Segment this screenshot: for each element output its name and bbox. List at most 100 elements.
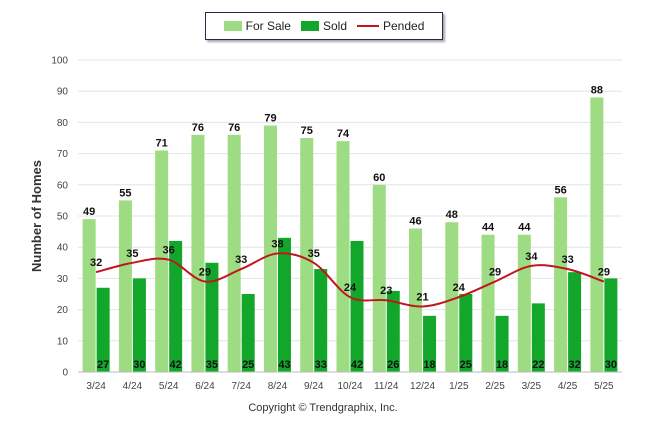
data-label-sold-2/25: 18 <box>496 359 508 371</box>
bar-for-sale-2/25 <box>481 234 495 372</box>
data-label-pended-10/24: 24 <box>344 282 357 294</box>
bar-sold-5/25 <box>604 278 618 372</box>
data-label-sold-7/24: 25 <box>242 359 254 371</box>
data-label-pended-1/25: 24 <box>453 282 466 294</box>
bar-for-sale-3/24 <box>82 219 96 372</box>
bar-sold-1/25 <box>459 294 473 372</box>
data-label-pended-4/24: 35 <box>126 248 138 260</box>
data-label-sold-11/24: 26 <box>387 359 399 371</box>
y-tick-label-80: 80 <box>57 118 69 129</box>
y-tick-label-30: 30 <box>57 274 69 285</box>
x-tick-label-2/25: 2/25 <box>485 381 505 392</box>
x-tick-label-8/24: 8/24 <box>268 381 288 392</box>
data-label-pended-6/24: 29 <box>199 267 211 279</box>
data-label-sold-8/24: 43 <box>278 359 290 371</box>
x-tick-label-12/24: 12/24 <box>410 381 435 392</box>
data-label-for-sale-10/24: 74 <box>337 128 350 140</box>
data-label-pended-4/25: 33 <box>561 254 573 266</box>
data-label-sold-5/25: 30 <box>605 359 617 371</box>
y-tick-label-50: 50 <box>57 212 69 223</box>
x-tick-label-9/24: 9/24 <box>304 381 324 392</box>
x-tick-label-5/24: 5/24 <box>159 381 179 392</box>
data-label-sold-12/24: 18 <box>423 359 435 371</box>
y-tick-label-60: 60 <box>57 180 69 191</box>
copyright-text: Copyright © Trendgraphix, Inc. <box>248 402 398 414</box>
data-label-sold-9/24: 33 <box>315 359 327 371</box>
bar-for-sale-5/25 <box>590 97 604 372</box>
data-label-for-sale-1/25: 48 <box>446 209 458 221</box>
data-label-for-sale-6/24: 76 <box>192 122 204 134</box>
data-label-for-sale-8/24: 79 <box>264 113 276 125</box>
data-label-sold-1/25: 25 <box>460 359 472 371</box>
data-label-pended-5/25: 29 <box>598 267 610 279</box>
bar-for-sale-12/24 <box>409 228 423 372</box>
data-label-pended-11/24: 23 <box>380 285 392 297</box>
pended-swatch <box>357 25 379 27</box>
data-label-for-sale-5/25: 88 <box>591 84 603 96</box>
data-label-pended-8/24: 38 <box>271 238 283 250</box>
bar-for-sale-9/24 <box>300 138 314 372</box>
y-tick-label-40: 40 <box>57 243 69 254</box>
data-label-sold-5/24: 42 <box>170 359 182 371</box>
y-tick-label-0: 0 <box>62 368 68 379</box>
data-label-sold-10/24: 42 <box>351 359 363 371</box>
bar-for-sale-4/24 <box>118 200 132 372</box>
data-label-sold-6/24: 35 <box>206 359 218 371</box>
x-tick-label-10/24: 10/24 <box>337 381 362 392</box>
legend-label-sold: Sold <box>322 19 347 33</box>
data-label-pended-3/25: 34 <box>525 251 538 263</box>
x-tick-label-11/24: 11/24 <box>374 381 399 392</box>
for-sale-swatch <box>223 21 242 31</box>
bar-sold-3/24 <box>96 287 110 372</box>
legend: For Sale Sold Pended <box>205 12 443 40</box>
bar-sold-4/24 <box>132 278 146 372</box>
data-label-pended-2/25: 29 <box>489 267 501 279</box>
bar-sold-2/25 <box>495 315 509 372</box>
bar-for-sale-1/25 <box>445 222 459 372</box>
x-tick-label-3/24: 3/24 <box>86 381 106 392</box>
bar-for-sale-5/24 <box>155 150 169 372</box>
bar-sold-10/24 <box>350 240 364 372</box>
bar-for-sale-6/24 <box>191 134 205 372</box>
bar-for-sale-11/24 <box>372 184 386 372</box>
x-tick-label-1/25: 1/25 <box>449 381 469 392</box>
pended-line <box>95 252 605 308</box>
y-axis-label: Number of Homes <box>29 160 44 272</box>
data-label-pended-3/24: 32 <box>90 257 102 269</box>
legend-item-pended: Pended <box>357 19 424 33</box>
data-label-pended-5/24: 36 <box>163 245 175 257</box>
x-tick-label-4/25: 4/25 <box>558 381 578 392</box>
data-label-pended-9/24: 35 <box>308 248 320 260</box>
y-tick-label-100: 100 <box>51 56 68 67</box>
data-label-for-sale-4/25: 56 <box>554 184 566 196</box>
x-tick-label-7/24: 7/24 <box>231 381 251 392</box>
sold-swatch <box>300 21 319 31</box>
x-tick-label-6/24: 6/24 <box>195 381 215 392</box>
bar-sold-9/24 <box>314 269 328 372</box>
data-label-for-sale-3/25: 44 <box>518 222 531 234</box>
bar-for-sale-8/24 <box>263 125 277 373</box>
bar-sold-7/24 <box>241 294 255 372</box>
bar-for-sale-4/25 <box>554 197 568 372</box>
legend-item-sold: Sold <box>300 19 347 33</box>
data-label-sold-4/24: 30 <box>133 359 145 371</box>
y-tick-label-90: 90 <box>57 87 69 98</box>
bar-sold-4/25 <box>568 272 582 372</box>
bar-sold-8/24 <box>277 237 291 372</box>
x-tick-label-5/25: 5/25 <box>594 381 614 392</box>
bar-sold-3/25 <box>531 303 545 372</box>
data-label-pended-7/24: 33 <box>235 254 247 266</box>
y-tick-label-70: 70 <box>57 149 69 160</box>
y-tick-label-10: 10 <box>57 336 69 347</box>
bar-for-sale-10/24 <box>336 141 350 372</box>
data-label-for-sale-9/24: 75 <box>301 125 313 137</box>
data-label-sold-4/25: 32 <box>568 359 580 371</box>
bar-sold-5/24 <box>169 240 183 372</box>
data-label-for-sale-4/24: 55 <box>119 187 131 199</box>
data-label-pended-12/24: 21 <box>416 291 428 303</box>
legend-label-for-sale: For Sale <box>245 19 291 33</box>
data-label-sold-3/25: 22 <box>532 359 544 371</box>
x-tick-label-4/24: 4/24 <box>123 381 143 392</box>
